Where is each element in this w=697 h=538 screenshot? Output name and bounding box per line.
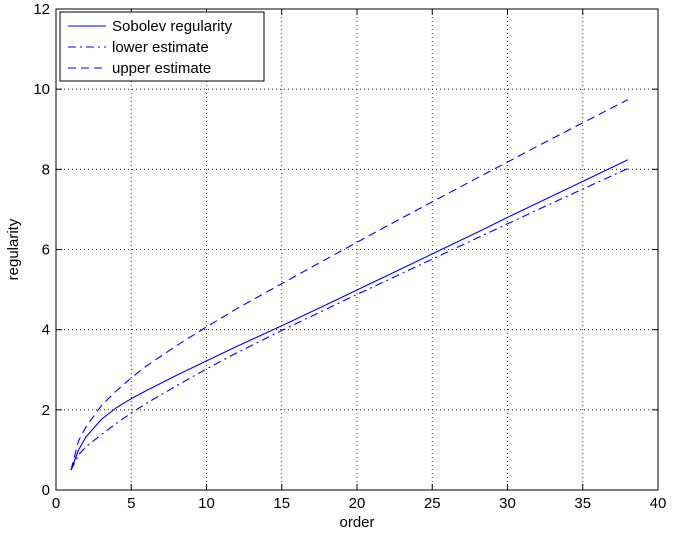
legend-entry: Sobolev regularity: [112, 18, 233, 35]
legend-entry: lower estimate: [112, 39, 209, 56]
x-axis-label: order: [339, 514, 374, 531]
ticks: 0 5 10 15 20 25 30 35 40 0 2 4 6 8 10 12: [33, 1, 666, 512]
series-line: [70, 159, 629, 471]
y-tick-label: 12: [33, 1, 50, 18]
y-tick-label: 6: [42, 242, 50, 259]
legend-entry: upper estimate: [112, 60, 211, 77]
y-tick-label: 0: [42, 482, 50, 499]
x-tick-label: 30: [499, 495, 516, 512]
grid: [56, 9, 658, 490]
x-tick-label: 5: [127, 495, 135, 512]
y-tick-label: 8: [42, 161, 50, 178]
x-tick-label: 40: [650, 495, 667, 512]
y-tick-label: 2: [42, 402, 50, 419]
legend: Sobolev regularity lower estimate upper es…: [59, 11, 265, 82]
y-tick-label: 10: [33, 81, 50, 98]
x-tick-label: 15: [273, 495, 290, 512]
x-tick-label: 25: [424, 495, 441, 512]
x-tick-label: 10: [198, 495, 215, 512]
y-axis-label: regularity: [5, 218, 22, 280]
y-tick-label: 4: [42, 322, 50, 339]
x-tick-label: 0: [52, 495, 60, 512]
series-line: [70, 167, 629, 471]
series-lines: [70, 99, 629, 471]
x-tick-label: 20: [349, 495, 366, 512]
x-tick-label: 35: [574, 495, 591, 512]
series-line: [70, 99, 629, 471]
